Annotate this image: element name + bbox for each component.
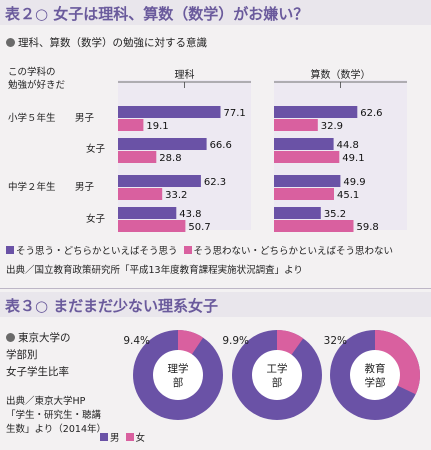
bar-agree [274, 207, 321, 219]
group-label-grade5: 小学５年生 [8, 113, 56, 124]
table3-source-line3: 生数」より（2014年） [6, 424, 106, 435]
bar-disagree [118, 119, 144, 131]
question-label-line2: 勉強が好きだ [8, 80, 66, 91]
pie-label-line1: 理学 [168, 362, 189, 375]
pie-label-line1: 工学 [267, 362, 288, 375]
bar-agree [274, 138, 334, 150]
pie-label-line2: 部 [173, 376, 184, 389]
panel-title: 理科 [175, 68, 195, 81]
pie-center [350, 350, 400, 400]
table2-header: 表２○ 女子は理科、算数（数学）がお嫌い？ [0, 0, 431, 25]
group-label-grade8: 中学２年生 [8, 182, 56, 193]
data-label-disagree: 33.2 [165, 190, 187, 201]
bar-disagree [274, 119, 318, 131]
table3-source-line2: 「学生・研究生・聴講 [6, 410, 102, 421]
table3-label-line2: 学部別 [6, 349, 38, 361]
row-label-grade8-girls: 女子 [86, 214, 106, 225]
pie-label-line2: 部 [272, 376, 283, 389]
pie-label-line1: 教育 [365, 362, 386, 375]
pie-center [153, 350, 203, 400]
panel-title: 算数（数学） [311, 68, 371, 81]
bar-agree [274, 106, 358, 118]
data-label-disagree: 19.1 [146, 121, 168, 132]
data-label-disagree: 49.1 [342, 153, 364, 164]
bar-agree [274, 175, 341, 187]
data-label-disagree: 32.9 [321, 121, 343, 132]
data-label-agree: 62.6 [360, 108, 382, 119]
row-label-grade5-girls: 女子 [86, 144, 106, 155]
bar-agree [118, 138, 207, 150]
legend-male: 男 [110, 433, 120, 444]
data-label-agree: 44.8 [337, 140, 359, 151]
pie-label-line2: 学部 [365, 376, 386, 389]
data-label-agree: 35.2 [324, 209, 346, 220]
pie-female-percent: 9.9% [222, 335, 249, 347]
pie-female-percent: 9.4% [123, 335, 150, 347]
bar-agree [118, 175, 201, 187]
legend-male-swatch [100, 433, 108, 441]
legend-disagree: そう思わない・どちらかといえばそう思わない [193, 246, 394, 257]
divider [0, 288, 431, 289]
data-label-disagree: 59.8 [357, 222, 379, 233]
table3-label-line1-row: 東京大学の [6, 330, 71, 345]
row-label-grade8-boys: 男子 [75, 182, 95, 193]
bar-disagree [118, 151, 157, 163]
legend-agree-swatch [6, 246, 14, 254]
table2-source: 出典／国立教育政策研究所「平成13年度教育課程実施状況調査」より [6, 265, 303, 276]
bar-chart: 理科 77.1 19.1 66.6 28.8 62.3 33.2 43.8 50.7 算数（数学）… [118, 68, 407, 233]
data-label-disagree: 28.8 [159, 153, 181, 164]
table3-label-line3: 女子学生比率 [6, 366, 69, 378]
data-label-agree: 66.6 [210, 140, 232, 151]
table3-label-line1: 東京大学の [18, 332, 71, 344]
legend-female-swatch [125, 433, 134, 441]
legend-disagree-swatch [183, 246, 192, 254]
data-label-agree: 43.8 [179, 209, 201, 220]
table2-subtitle-row: 理科、算数（数学）の勉強に対する意識 [6, 35, 207, 50]
table2-subtitle: 理科、算数（数学）の勉強に対する意識 [18, 37, 207, 49]
pie-center [252, 350, 302, 400]
table3-title: 表３○ まだまだ少ない理系女子 [5, 297, 219, 315]
bar-disagree [274, 151, 340, 163]
bar-agree [118, 106, 221, 118]
bullet-icon [6, 38, 15, 47]
bar-disagree [118, 220, 186, 232]
bar-disagree [274, 220, 354, 232]
pie-female-percent: 32% [324, 335, 347, 347]
legend-female: 女 [135, 433, 146, 444]
data-label-disagree: 45.1 [337, 190, 359, 201]
table3-header: 表３○ まだまだ少ない理系女子 [0, 292, 431, 317]
row-label-grade5-boys: 男子 [75, 113, 95, 124]
bullet-icon [6, 333, 15, 342]
data-label-agree: 77.1 [224, 108, 246, 119]
bar-disagree [118, 188, 163, 200]
data-label-agree: 62.3 [204, 177, 226, 188]
bar-agree [118, 207, 177, 219]
table3-source-line1: 出典／東京大学HP [6, 396, 86, 407]
pie-legend: 男女 [100, 430, 145, 444]
data-label-agree: 49.9 [343, 177, 365, 188]
legend-row: そう思う・どちらかといえばそう思う そう思わない・どちらかといえばそう思わない [6, 243, 393, 257]
question-label-line1: この学科の [8, 67, 56, 78]
bar-disagree [274, 188, 334, 200]
data-label-disagree: 50.7 [188, 222, 210, 233]
legend-agree: そう思う・どちらかといえばそう思う [16, 246, 178, 257]
table2-title: 表２○ 女子は理科、算数（数学）がお嫌い？ [5, 5, 309, 23]
